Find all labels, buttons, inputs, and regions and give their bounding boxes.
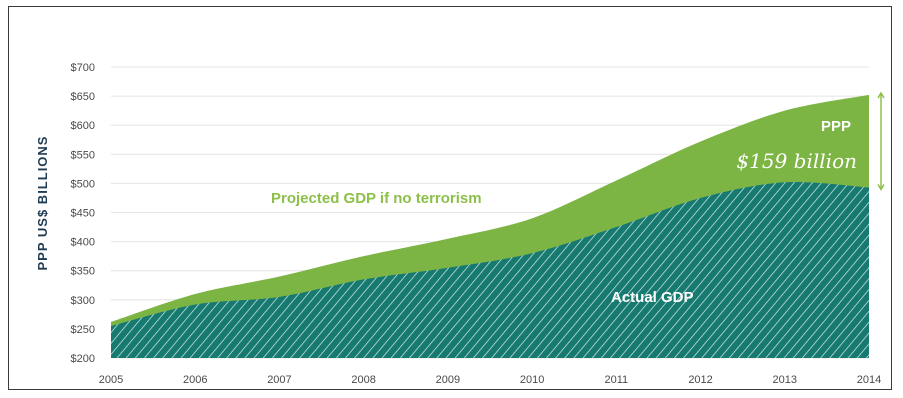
y-tick-label: $450 (71, 208, 95, 220)
y-tick-label: $650 (71, 91, 95, 103)
x-tick-label: 2009 (436, 374, 460, 386)
y-axis-ticks: $200 $250 $300 $350 $400 $450 $500 $550 $600 $650… (71, 62, 95, 365)
y-tick-label: $500 (71, 178, 95, 190)
y-axis-label: PPP US$ BILLIONS (35, 136, 50, 271)
y-tick-label: $600 (71, 120, 95, 132)
x-tick-label: 2013 (773, 374, 797, 386)
x-tick-label: 2011 (605, 374, 629, 386)
y-tick-label: $200 (71, 353, 95, 365)
y-tick-label: $250 (71, 324, 95, 336)
gap-bracket (877, 91, 885, 191)
ppp-gap-value: $159 billion (736, 149, 857, 173)
gap-bracket-arrow-top (877, 91, 885, 99)
x-tick-label: 2008 (351, 374, 375, 386)
ppp-gap-label: PPP (821, 118, 851, 135)
y-tick-label: $550 (71, 149, 95, 161)
x-tick-label: 2010 (520, 374, 544, 386)
x-tick-label: 2005 (99, 374, 123, 386)
projected-gdp-annotation: Projected GDP if no terrorism (271, 190, 482, 207)
actual-gdp-annotation: Actual GDP (611, 289, 694, 306)
y-tick-label: $400 (71, 237, 95, 249)
y-tick-label: $300 (71, 295, 95, 307)
area-layer (111, 94, 869, 358)
actual-gdp-area (111, 181, 869, 358)
gap-bracket-arrow-bottom (877, 184, 885, 191)
y-tick-label: $700 (71, 62, 95, 74)
x-tick-label: 2006 (183, 374, 207, 386)
x-tick-label: 2007 (267, 374, 291, 386)
gdp-area-chart: $200 $250 $300 $350 $400 $450 $500 $550 $600 $650… (35, 62, 885, 386)
x-tick-label: 2012 (688, 374, 712, 386)
x-tick-label: 2014 (857, 374, 881, 386)
chart-frame: $200 $250 $300 $350 $400 $450 $500 $550 $600 $650… (8, 6, 892, 390)
x-axis-ticks: 2005 2006 2007 2008 2009 2010 2011 2012 2013 2014 (99, 374, 881, 386)
y-tick-label: $350 (71, 266, 95, 278)
